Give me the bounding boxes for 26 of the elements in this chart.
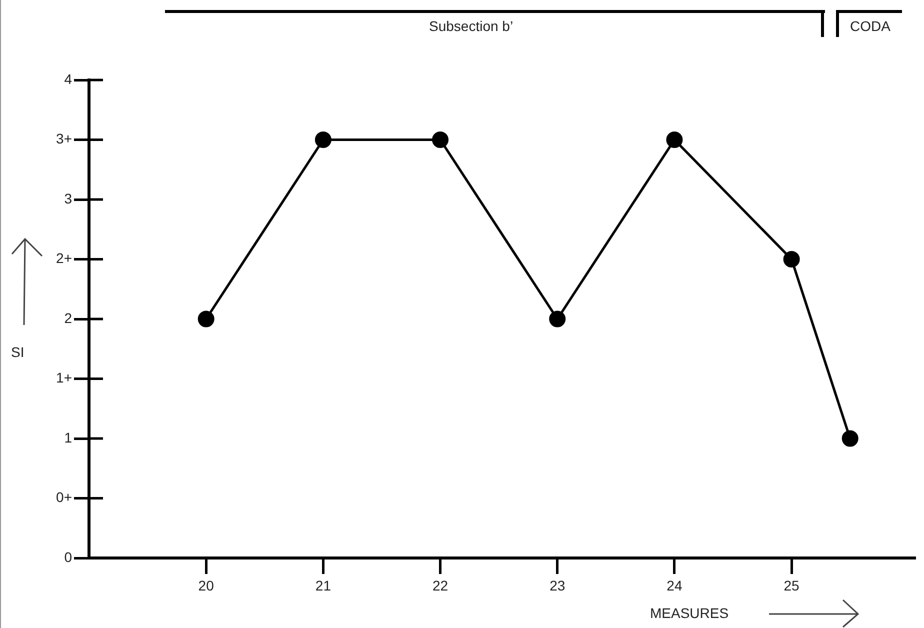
point: [432, 132, 449, 148]
text: CODA: [850, 18, 890, 34]
point: [783, 251, 800, 268]
y-tick-label: 3: [64, 190, 72, 206]
point: [842, 430, 858, 447]
x-axis-title: MEASURES: [650, 605, 729, 621]
y-axis-title: SI: [11, 344, 24, 360]
point: [549, 310, 566, 328]
x-tick-label: 24: [666, 577, 682, 594]
point: [198, 310, 214, 328]
y-tick-label: 2: [64, 310, 72, 326]
y-tick-label: 1: [64, 429, 72, 446]
point: [666, 132, 683, 148]
x-tick-label: 22: [432, 577, 448, 594]
y-tick-label: 3+: [56, 130, 72, 147]
x-tick-label: 23: [550, 577, 566, 594]
x-tick-label: 20: [198, 577, 214, 594]
x-tick-label: 21: [315, 577, 332, 594]
y-tick-label: 0+: [56, 489, 72, 506]
point: [314, 132, 332, 148]
y-tick-label: 4: [64, 70, 72, 87]
text: Subsection b’: [429, 18, 514, 34]
y-tick-label: 0: [64, 548, 72, 565]
x-tick-label: 25: [784, 577, 800, 594]
y-tick-label: 2+: [56, 250, 72, 266]
y-tick-label: 1+: [56, 370, 72, 386]
